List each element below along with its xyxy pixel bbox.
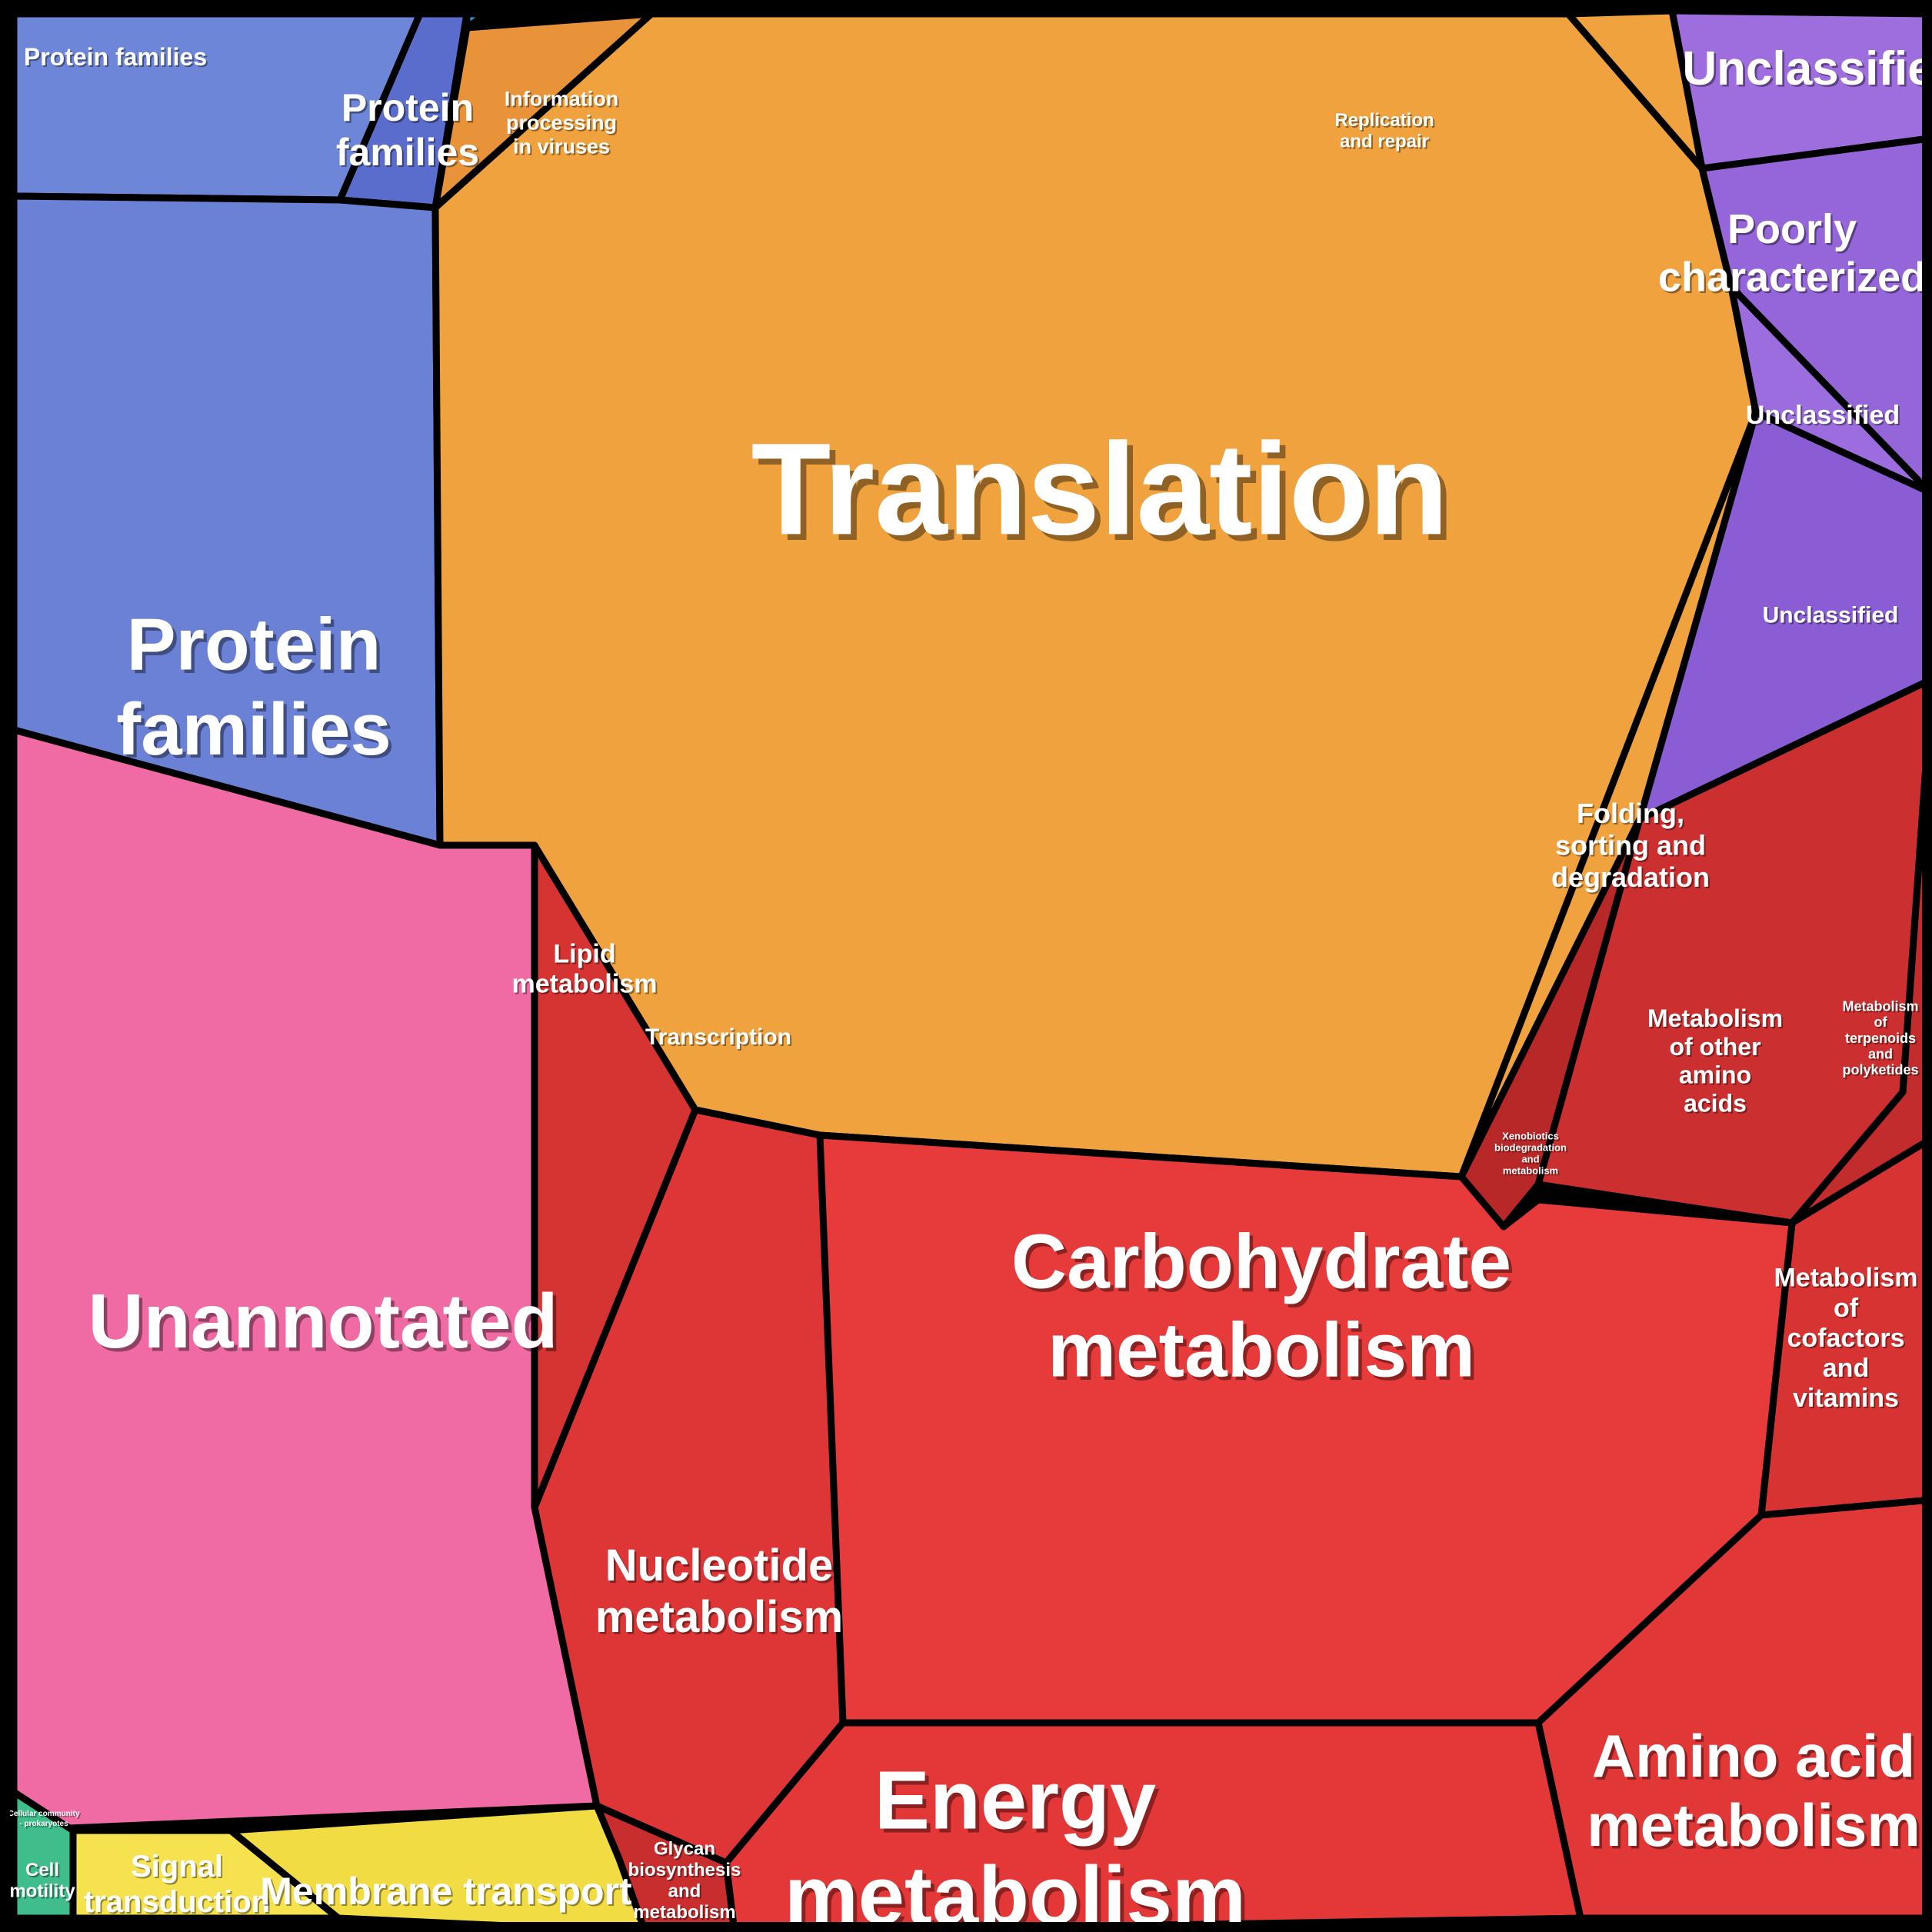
svg-text:Cell: Cell xyxy=(25,1860,59,1880)
svg-text:cofactors: cofactors xyxy=(1787,1324,1904,1353)
svg-text:Nucleotide: Nucleotide xyxy=(605,1541,834,1591)
svg-text:metabolism: metabolism xyxy=(1048,1307,1475,1394)
svg-text:Metabolism: Metabolism xyxy=(1647,1004,1783,1032)
svg-text:and: and xyxy=(1868,1047,1893,1062)
svg-text:Protein families: Protein families xyxy=(24,43,207,71)
svg-text:Translation: Translation xyxy=(751,416,1449,562)
svg-text:metabolism: metabolism xyxy=(784,1849,1246,1932)
svg-text:metabolism: metabolism xyxy=(1503,1165,1558,1177)
svg-text:of: of xyxy=(1834,1294,1859,1323)
svg-text:Protein: Protein xyxy=(341,86,474,129)
svg-text:and: and xyxy=(668,1881,701,1902)
svg-text:of other: of other xyxy=(1669,1033,1760,1061)
svg-text:processing: processing xyxy=(506,112,617,135)
svg-text:Metabolism: Metabolism xyxy=(1774,1264,1917,1293)
svg-text:characterized: characterized xyxy=(1658,254,1926,300)
svg-text:Lipid: Lipid xyxy=(553,939,615,968)
svg-text:polyketides: polyketides xyxy=(1842,1062,1918,1078)
svg-text:Unclassified: Unclassified xyxy=(1763,603,1899,628)
svg-text:Energy: Energy xyxy=(874,1754,1156,1847)
svg-text:and: and xyxy=(1823,1354,1869,1383)
svg-text:families: families xyxy=(116,688,391,771)
svg-text:Unclassified: Unclassified xyxy=(1746,401,1900,430)
svg-text:Glycan: Glycan xyxy=(654,1838,715,1859)
svg-text:Cellular community: Cellular community xyxy=(8,1810,80,1818)
svg-text:Unannotated: Unannotated xyxy=(88,1278,558,1364)
svg-text:metabolism: metabolism xyxy=(633,1902,735,1923)
svg-text:Folding,: Folding, xyxy=(1577,798,1684,829)
svg-text:Information: Information xyxy=(505,88,619,111)
svg-text:amino: amino xyxy=(1679,1061,1751,1089)
svg-text:Poorly: Poorly xyxy=(1727,206,1857,252)
svg-text:- prokaryotes: - prokaryotes xyxy=(19,1820,68,1828)
svg-text:of: of xyxy=(1874,1014,1888,1030)
svg-text:and: and xyxy=(1521,1154,1539,1165)
svg-text:vitamins: vitamins xyxy=(1793,1384,1899,1413)
svg-text:Transcription: Transcription xyxy=(645,1024,791,1050)
svg-text:Protein: Protein xyxy=(127,604,381,686)
svg-text:in viruses: in viruses xyxy=(513,135,610,158)
svg-text:Xenobiotics: Xenobiotics xyxy=(1502,1131,1559,1142)
svg-text:Carbohydrate: Carbohydrate xyxy=(1011,1219,1511,1305)
svg-text:families: families xyxy=(336,131,479,174)
svg-text:sorting and: sorting and xyxy=(1555,830,1706,861)
svg-text:terpenoids: terpenoids xyxy=(1845,1031,1916,1046)
svg-text:Metabolism: Metabolism xyxy=(1842,998,1918,1014)
svg-text:biosynthesis: biosynthesis xyxy=(628,1860,741,1880)
svg-text:metabolism: metabolism xyxy=(1587,1791,1920,1859)
svg-text:acids: acids xyxy=(1684,1089,1747,1117)
svg-text:Amino acid: Amino acid xyxy=(1592,1722,1915,1790)
svg-text:biodegradation: biodegradation xyxy=(1494,1142,1567,1154)
svg-text:Unclassified: Unclassified xyxy=(1682,42,1932,95)
svg-text:transduction: transduction xyxy=(84,1885,270,1919)
svg-text:metabolism: metabolism xyxy=(512,969,658,998)
svg-text:Signal: Signal xyxy=(131,1850,223,1884)
svg-text:and repair: and repair xyxy=(1340,132,1429,152)
svg-text:Replication: Replication xyxy=(1334,110,1434,131)
svg-text:motility: motility xyxy=(9,1881,75,1902)
svg-text:metabolism: metabolism xyxy=(595,1592,843,1642)
svg-text:Membrane transport: Membrane transport xyxy=(260,1870,632,1913)
svg-text:degradation: degradation xyxy=(1551,861,1710,893)
